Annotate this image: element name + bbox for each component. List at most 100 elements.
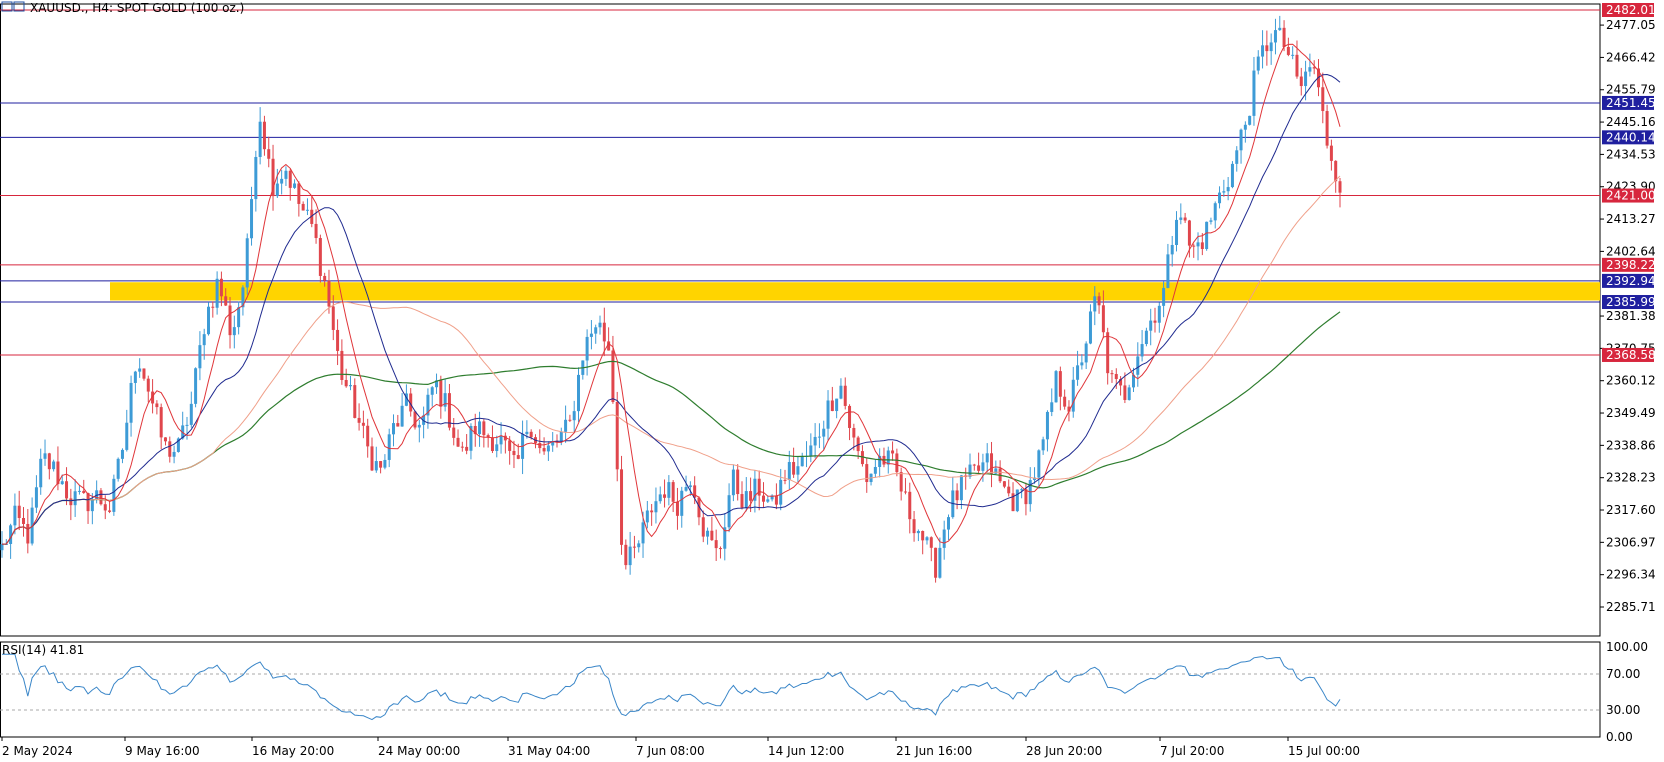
rsi-tick-label: 70.00 (1606, 667, 1640, 681)
candle-body (572, 411, 576, 421)
candle-body (1196, 242, 1200, 247)
candle-body (1136, 356, 1140, 375)
candle-body (1002, 481, 1006, 487)
candle-body (628, 546, 632, 566)
rsi-tick-label: 100.00 (1606, 640, 1648, 654)
candle-body (439, 380, 443, 407)
candle-body (284, 170, 288, 179)
candle-body (181, 425, 185, 439)
candle-body (60, 481, 64, 485)
candle-body (176, 438, 180, 452)
candle-body (723, 527, 727, 549)
candle-body (1239, 129, 1243, 151)
candle-body (921, 530, 925, 541)
candle-body (1187, 220, 1191, 246)
candle-body (1045, 411, 1049, 440)
candle-body (267, 149, 271, 159)
candle-body (1050, 402, 1054, 412)
candle-body (1084, 343, 1088, 363)
candle-body (120, 449, 124, 459)
candle-body (232, 327, 236, 336)
candle-body (903, 491, 907, 493)
candle-body (895, 453, 899, 473)
candle-body (817, 436, 821, 438)
y-tick-label: 2445.16 (1606, 115, 1656, 129)
level-tag-label: 2482.01 (1606, 3, 1656, 17)
candle-body (129, 382, 133, 423)
candle-body (860, 451, 864, 465)
candle-body (146, 378, 150, 392)
candle-body (348, 385, 352, 387)
candle-body (331, 306, 335, 330)
candle-body (310, 209, 314, 224)
candle-body (396, 423, 400, 427)
candle-body (542, 448, 546, 452)
level-tag (1602, 3, 1654, 17)
candle-body (761, 495, 765, 502)
candle-body (0, 544, 4, 551)
candle-body (985, 453, 989, 463)
y-tick-label: 2317.60 (1606, 503, 1656, 517)
timeframe-icon[interactable] (13, 1, 25, 12)
candle-body (718, 548, 722, 550)
candle-body (1140, 344, 1144, 357)
candle-body (826, 400, 830, 429)
candle-body (1299, 76, 1303, 87)
candle-body (766, 499, 770, 502)
candle-body (710, 530, 714, 541)
candle-body (301, 203, 305, 211)
candle-body (250, 199, 254, 239)
candle-body (800, 456, 804, 467)
candle-body (512, 450, 516, 456)
candle-body (671, 482, 675, 502)
y-tick-label: 2296.34 (1606, 568, 1656, 582)
candle-body (1157, 305, 1161, 323)
candle-body (478, 421, 482, 435)
level-tag (1602, 188, 1654, 203)
candle-body (1213, 203, 1217, 221)
candle-body (1248, 115, 1252, 125)
candle-body (1088, 311, 1092, 344)
candle-body (912, 519, 916, 534)
candle-body (589, 333, 593, 337)
candle-body (809, 445, 813, 456)
candle-body (13, 505, 17, 526)
candle-body (757, 478, 761, 496)
candle-body (435, 380, 439, 388)
candle-body (925, 537, 929, 541)
candle-body (714, 540, 718, 549)
candle-body (1175, 219, 1179, 246)
candle-body (972, 464, 976, 466)
x-tick-label: 24 May 00:00 (378, 744, 460, 758)
level-tag-label: 2368.58 (1606, 348, 1656, 362)
candle-body (69, 498, 73, 506)
support-zone (110, 282, 1600, 301)
level-tag-label: 2392.94 (1606, 274, 1656, 288)
candle-body (228, 305, 232, 336)
candle-body (1192, 245, 1196, 247)
candle-body (1200, 242, 1204, 250)
candle-body (891, 450, 895, 454)
candle-body (577, 374, 581, 412)
candle-body (125, 422, 129, 450)
candle-body (770, 495, 774, 500)
candle-body (934, 547, 938, 578)
x-tick-label: 9 May 16:00 (125, 744, 200, 758)
candle-body (323, 275, 327, 281)
candle-body (314, 223, 318, 239)
candle-body (551, 441, 555, 446)
candle-body (955, 490, 959, 501)
candle-body (792, 462, 796, 475)
candle-body (1033, 477, 1037, 481)
candle-body (1308, 67, 1312, 72)
candle-body (245, 238, 249, 288)
level-tag-label: 2451.45 (1606, 96, 1656, 110)
candle-body (731, 469, 735, 496)
candle-body (293, 183, 297, 188)
chart-menu-icon[interactable] (1, 1, 13, 12)
candle-body (237, 307, 241, 328)
candle-body (108, 510, 112, 512)
candle-body (620, 469, 624, 545)
